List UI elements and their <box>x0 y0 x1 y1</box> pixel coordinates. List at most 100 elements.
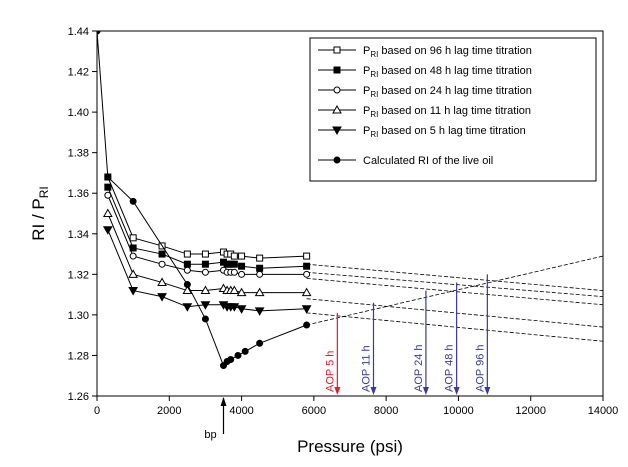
data-point <box>158 260 166 268</box>
x-tick-label: 2000 <box>157 405 181 417</box>
data-point <box>256 264 264 272</box>
bp-label: bp <box>204 429 216 441</box>
data-point <box>333 46 341 54</box>
aop-annotation: AOP 48 h <box>444 282 460 395</box>
data-point <box>230 252 238 260</box>
trend-line <box>306 277 604 306</box>
aop-annotation: AOP 11 h <box>360 302 377 395</box>
data-point <box>303 252 311 260</box>
series <box>104 191 311 278</box>
data-point <box>201 250 209 258</box>
y-tick-label: 1.34 <box>68 229 89 241</box>
aop-arrowhead <box>422 387 429 395</box>
aop-arrowhead <box>484 387 491 395</box>
x-tick-label: 0 <box>94 405 100 417</box>
data-point <box>102 226 113 235</box>
x-tick-label: 8000 <box>374 405 398 417</box>
series <box>102 208 312 297</box>
legend-item: Calculated RI of the live oil <box>318 155 493 167</box>
data-point <box>256 254 264 262</box>
data-point <box>182 303 193 312</box>
trend-lines <box>306 255 604 342</box>
y-tick-label: 1.30 <box>68 310 89 322</box>
y-tick-label: 1.38 <box>68 148 89 160</box>
legend-label: PRI based on 24 h lag time titration <box>363 85 532 99</box>
y-tick-label: 1.44 <box>68 26 89 38</box>
aop-arrowhead <box>334 387 341 395</box>
series-line <box>97 31 307 367</box>
legend: PRI based on 96 h lag time titration PRI … <box>309 37 597 182</box>
y-tick-label: 1.42 <box>68 67 89 79</box>
data-point <box>256 270 264 278</box>
data-point <box>104 183 112 191</box>
data-point <box>201 268 209 276</box>
data-point <box>158 250 166 258</box>
data-point <box>256 339 264 347</box>
aop-arrowhead <box>453 387 460 395</box>
aop-label: AOP 5 h <box>324 351 336 392</box>
axes: 0 2000 4000 6000 8000 10000 12000 14000 1.26 1.28… <box>68 26 619 417</box>
data-point <box>236 305 247 314</box>
data-point <box>238 252 246 260</box>
legend-box <box>309 37 597 182</box>
x-tick-label: 12000 <box>515 405 546 417</box>
data-point <box>157 293 167 302</box>
series <box>104 183 311 272</box>
legend-item: PRI based on 96 h lag time titration <box>318 45 532 59</box>
data-point <box>241 347 249 355</box>
data-point <box>183 266 191 274</box>
data-point <box>333 86 341 94</box>
data-point <box>229 303 240 312</box>
data-point <box>183 260 191 268</box>
data-point <box>301 305 312 314</box>
data-point <box>104 191 112 199</box>
data-point <box>303 262 311 270</box>
series <box>97 31 311 370</box>
legend-label: PRI based on 96 h lag time titration <box>363 45 532 59</box>
y-axis-title-sub: RI <box>37 186 51 198</box>
plot-frame <box>96 30 604 397</box>
data-point <box>104 173 112 181</box>
series <box>102 226 312 316</box>
y-tick-label: 1.40 <box>68 107 89 119</box>
aop-annotation: AOP 5 h <box>324 312 341 395</box>
data-point <box>129 252 137 260</box>
legend-item: PRI based on 24 h lag time titration <box>318 85 532 99</box>
aop-label: AOP 48 h <box>444 345 456 393</box>
data-point <box>236 287 247 297</box>
data-point <box>128 269 139 278</box>
data-point <box>157 277 167 286</box>
legend-label: Calculated RI of the live oil <box>363 155 493 167</box>
aop-label: AOP 96 h <box>474 345 486 393</box>
data-point <box>182 285 193 295</box>
aop-label: AOP 24 h <box>413 345 425 393</box>
bp-arrowhead <box>220 397 227 406</box>
x-tick-label: 6000 <box>302 405 326 417</box>
aop-label: AOP 11 h <box>360 345 372 392</box>
data-point <box>238 262 246 270</box>
trend-line <box>306 271 604 298</box>
bubble-point-annotation: bp <box>204 397 227 441</box>
annotations: bp AOP 5 h AOP 11 h AOP 24 h AOP 48 h AOP 96 … <box>204 274 491 441</box>
data-point <box>332 126 342 136</box>
data-point <box>254 287 265 297</box>
data-point <box>97 31 101 35</box>
data-point <box>303 270 311 278</box>
aop-annotation: AOP 24 h <box>413 290 429 395</box>
x-tick-label: 10000 <box>443 405 474 417</box>
data-point <box>230 260 238 268</box>
x-tick-label: 4000 <box>229 405 253 417</box>
x-tick-label: 14000 <box>588 405 619 417</box>
trend-line <box>306 312 604 342</box>
y-axis-title: RI / PRI <box>29 186 51 241</box>
data-point <box>183 250 191 258</box>
data-point <box>333 156 341 164</box>
data-point <box>254 307 265 316</box>
data-point <box>333 66 341 74</box>
data-point <box>128 287 139 296</box>
data-point <box>227 356 235 363</box>
data-point <box>200 301 211 310</box>
data-point <box>332 104 342 114</box>
trend-line <box>306 263 604 291</box>
